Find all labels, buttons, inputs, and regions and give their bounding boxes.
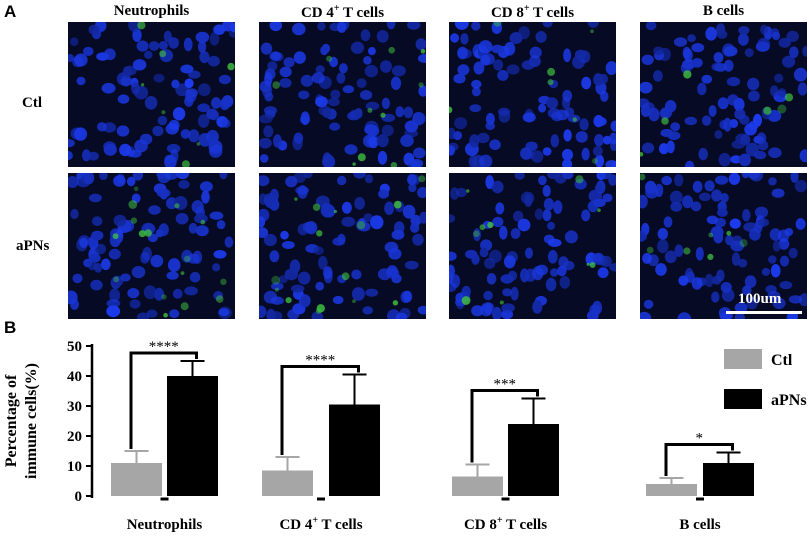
micrograph-apns-2 — [259, 173, 426, 319]
significance-bracket-4 — [664, 443, 734, 476]
row-label-ctl: Ctl — [22, 95, 42, 111]
bar-apns-4 — [703, 463, 754, 496]
micrograph-ctl-1 — [68, 22, 235, 167]
micrograph-apns-4 — [640, 173, 807, 319]
category-label-4: B cells — [679, 517, 720, 533]
significance-label-4: * — [696, 431, 704, 447]
bar-apns-1 — [167, 376, 218, 496]
y-tick-label-40: 40 — [67, 369, 82, 385]
micrograph-apns-3 — [449, 173, 616, 319]
y-tick-label-10: 10 — [67, 459, 82, 475]
bar-ctl-2 — [262, 470, 313, 496]
significance-label-1: **** — [149, 339, 179, 355]
y-tick-label-30: 30 — [67, 399, 82, 415]
column-header-4: B cells — [702, 3, 745, 19]
legend-label-apns: aPNs — [771, 392, 807, 409]
micrograph-apns-1 — [68, 173, 235, 319]
category-label-1: Neutrophils — [127, 517, 203, 533]
column-header-3: CD 8+ T cells — [490, 3, 575, 21]
panel-a-letter: A — [4, 2, 17, 21]
micrograph-ctl-2 — [259, 22, 426, 167]
significance-bracket-3 — [470, 389, 539, 463]
bar-ctl-3 — [452, 476, 503, 496]
category-label-2: CD 4+ T cells — [279, 515, 362, 533]
bar-apns-3 — [508, 424, 559, 496]
micrograph-ctl-4 — [640, 22, 807, 167]
significance-bracket-2 — [280, 365, 360, 455]
panel-b-letter: B — [4, 318, 17, 337]
bar-chart: 0 10 20 30 40 50 Percentage of immune cells(%) *… — [0, 325, 809, 534]
micrograph-ctl-3 — [449, 22, 616, 167]
y-axis-label-line-1: Percentage of — [3, 374, 20, 467]
column-header-2: CD 4+ T cells — [300, 3, 385, 21]
column-header-1: Neutrophils — [113, 3, 190, 19]
legend-label-ctl: Ctl — [771, 352, 793, 369]
legend-swatch-ctl — [724, 349, 762, 369]
significance-label-2: **** — [305, 353, 335, 369]
row-label-apns: aPNs — [16, 238, 50, 254]
significance-bracket-1 — [129, 351, 198, 449]
bar-apns-2 — [329, 404, 380, 496]
y-axis-label-line-2: immune cells(%) — [23, 363, 40, 479]
bar-ctl-4 — [646, 484, 697, 496]
bar-ctl-1 — [111, 463, 162, 496]
y-tick-label-20: 20 — [67, 429, 82, 445]
scale-bar-line — [726, 311, 802, 314]
significance-label-3: *** — [494, 377, 517, 393]
y-tick-label-0: 0 — [75, 489, 83, 505]
y-tick-label-50: 50 — [67, 339, 82, 355]
category-label-3: CD 8+ T cells — [464, 515, 547, 533]
legend-swatch-apns — [724, 389, 762, 409]
scale-bar-label: 100um — [738, 291, 782, 307]
